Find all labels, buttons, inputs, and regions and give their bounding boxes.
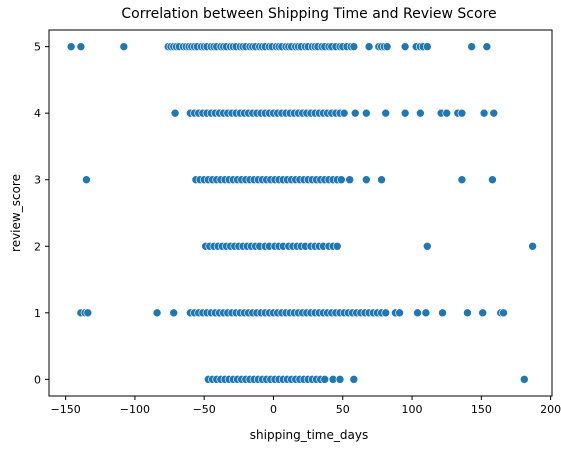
data-point	[377, 175, 386, 185]
y-tick-label: 5	[34, 41, 41, 54]
data-point	[442, 108, 451, 118]
data-point	[400, 42, 410, 51]
data-point	[381, 108, 391, 118]
data-point	[320, 375, 330, 384]
data-point	[66, 42, 76, 51]
data-point	[457, 108, 467, 118]
data-point	[82, 175, 91, 185]
data-point	[152, 308, 162, 318]
data-point	[339, 108, 349, 118]
x-tick-label: 100	[402, 403, 423, 416]
data-point	[519, 375, 529, 384]
y-tick-label: 3	[34, 174, 41, 187]
plot-frame	[48, 29, 553, 397]
data-point	[422, 241, 432, 251]
data-point	[349, 375, 359, 384]
x-tick-label: 150	[471, 403, 492, 416]
x-tick-label: 50	[336, 403, 350, 416]
data-point	[83, 308, 93, 318]
data-point	[488, 175, 497, 185]
data-point	[364, 42, 374, 51]
data-point	[400, 108, 410, 118]
x-axis-label: shipping_time_days	[250, 428, 368, 442]
data-point	[463, 308, 472, 318]
y-tick-label: 1	[34, 307, 41, 320]
data-point	[337, 175, 346, 185]
data-point	[438, 308, 447, 318]
x-tick-label: −150	[51, 403, 81, 416]
y-tick-label: 2	[34, 240, 41, 253]
y-axis-ticks: 0 1 2 3 4 5	[34, 41, 49, 386]
x-tick-label: −100	[120, 403, 150, 416]
chart-title: Correlation between Shipping Time and Re…	[121, 6, 496, 22]
data-point	[421, 308, 431, 318]
data-point	[119, 42, 129, 51]
data-point	[478, 308, 488, 318]
data-point	[422, 42, 432, 51]
data-point	[350, 108, 360, 118]
data-point	[169, 308, 179, 318]
data-point	[499, 308, 508, 318]
x-tick-label: 200	[540, 403, 561, 416]
data-point	[528, 241, 537, 251]
points-layer	[66, 42, 537, 384]
data-point	[345, 175, 354, 185]
data-point	[170, 108, 180, 118]
data-point	[467, 42, 476, 51]
data-point	[362, 175, 371, 185]
data-point	[457, 175, 467, 185]
data-point	[332, 241, 342, 251]
data-point	[349, 42, 359, 51]
x-tick-label: −50	[193, 403, 216, 416]
data-point	[413, 308, 422, 318]
data-point	[416, 108, 425, 118]
data-point	[362, 108, 371, 118]
data-point	[479, 108, 489, 118]
y-tick-label: 4	[34, 107, 41, 120]
data-point	[335, 375, 345, 384]
data-point	[395, 308, 404, 318]
x-tick-label: 0	[270, 403, 277, 416]
data-point	[382, 42, 392, 51]
data-point	[381, 308, 391, 318]
x-axis-ticks: −150 −100 −50 0 50 100 150 200	[51, 396, 561, 416]
data-point	[482, 42, 492, 51]
data-point	[76, 42, 86, 51]
y-tick-label: 0	[34, 373, 41, 386]
data-point	[489, 108, 499, 118]
y-axis-label: review_score	[9, 174, 23, 252]
